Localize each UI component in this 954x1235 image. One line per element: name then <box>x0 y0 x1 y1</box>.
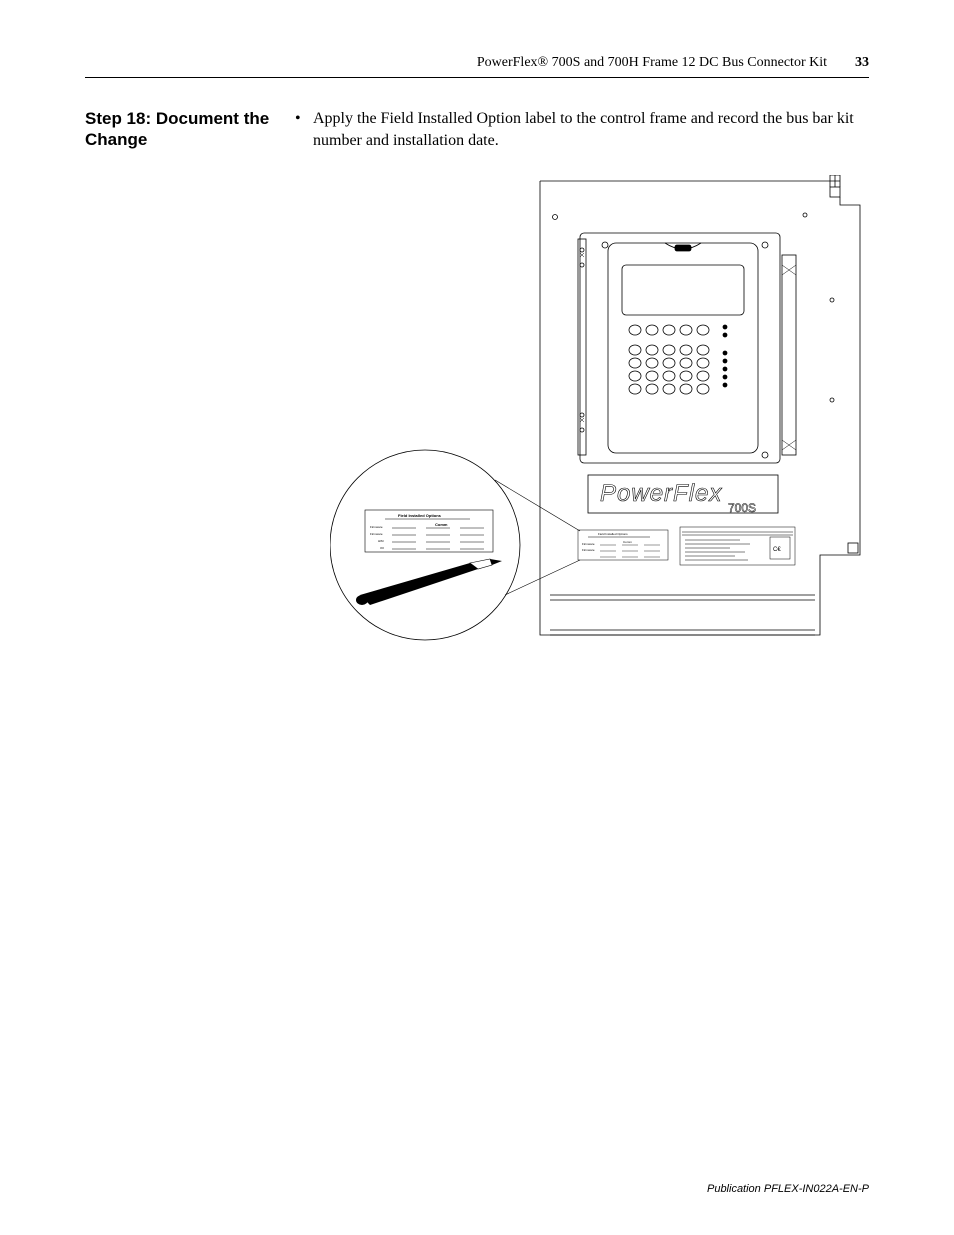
small-label-title: Field Installed Options <box>598 532 628 536</box>
small-label-row-1: Firmware <box>582 548 595 552</box>
step-title: Step 18: Document the Change <box>85 108 295 151</box>
brand-text: PowerFlex <box>600 480 722 507</box>
header-title: PowerFlex® 700S and 700H Frame 12 DC Bus… <box>477 55 827 71</box>
callout-label-title: Field Installed Options <box>398 513 442 518</box>
page-header: PowerFlex® 700S and 700H Frame 12 DC Bus… <box>85 55 869 78</box>
page-number: 33 <box>855 55 869 71</box>
bullet-item: • Apply the Field Installed Option label… <box>295 108 869 151</box>
step-body: • Apply the Field Installed Option label… <box>295 108 869 151</box>
svg-text:C€: C€ <box>773 547 781 553</box>
bullet-text: Apply the Field Installed Option label t… <box>313 108 869 151</box>
publication-footer: Publication PFLEX-IN022A-EN-P <box>707 1183 869 1195</box>
small-label-row-0: Firmware <box>582 542 595 546</box>
figure: PowerFlex 700S Field Installed Options C… <box>330 175 870 655</box>
small-label-col: Comm <box>623 540 632 544</box>
bullet-icon: • <box>295 108 313 130</box>
callout-row-1: Firmware <box>370 532 383 536</box>
callout-label-comm: Comm <box>435 522 448 527</box>
content-row: Step 18: Document the Change • Apply the… <box>85 108 869 151</box>
callout-row-3: I/O <box>380 546 385 550</box>
page: PowerFlex® 700S and 700H Frame 12 DC Bus… <box>0 0 954 1235</box>
callout-row-0: Firmware <box>370 525 383 529</box>
brand-sub: 700S <box>728 501 756 515</box>
drive-illustration: PowerFlex 700S Field Installed Options C… <box>330 175 870 655</box>
callout-row-2: HIM <box>378 539 384 543</box>
